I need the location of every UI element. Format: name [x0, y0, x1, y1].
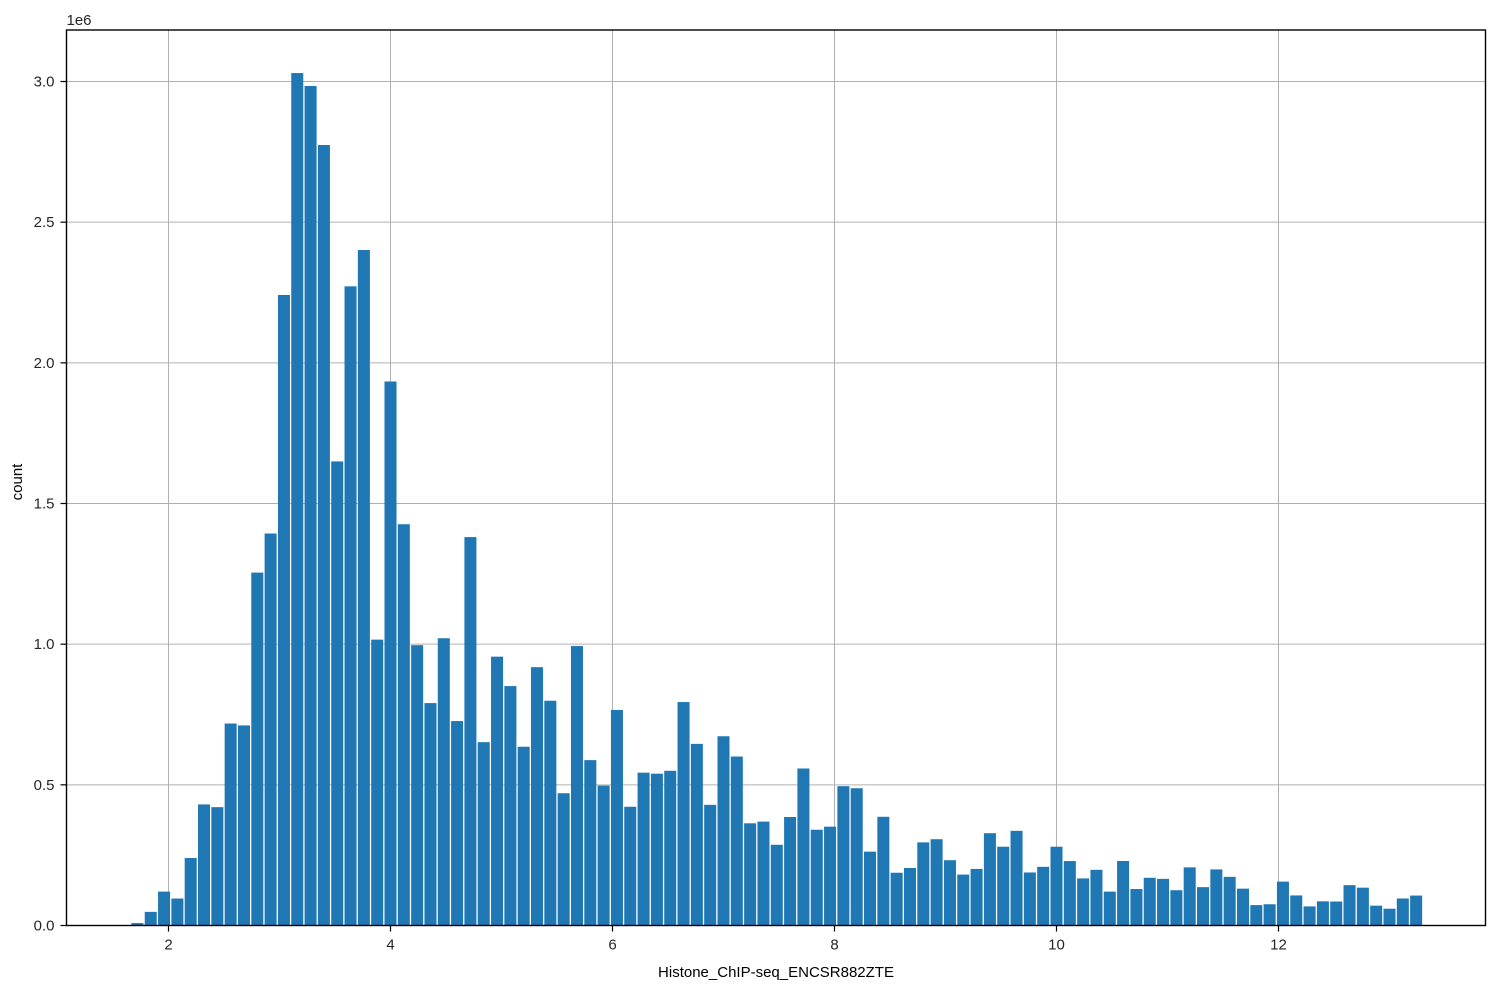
svg-text:2.0: 2.0: [34, 355, 55, 372]
svg-text:1e6: 1e6: [67, 12, 92, 29]
svg-text:1.5: 1.5: [34, 496, 55, 513]
svg-text:0.0: 0.0: [34, 918, 55, 935]
svg-text:10: 10: [1048, 937, 1065, 954]
svg-text:count: count: [9, 463, 26, 501]
svg-text:4: 4: [386, 937, 394, 954]
svg-text:6: 6: [608, 937, 616, 954]
svg-text:1.0: 1.0: [34, 636, 55, 653]
svg-text:2: 2: [164, 937, 172, 954]
svg-text:3.0: 3.0: [34, 74, 55, 91]
svg-text:Histone_ChIP-seq_ENCSR882ZTE: Histone_ChIP-seq_ENCSR882ZTE: [658, 964, 894, 981]
svg-text:2.5: 2.5: [34, 214, 55, 231]
svg-text:0.5: 0.5: [34, 777, 55, 794]
svg-text:8: 8: [830, 937, 838, 954]
svg-text:12: 12: [1270, 937, 1287, 954]
